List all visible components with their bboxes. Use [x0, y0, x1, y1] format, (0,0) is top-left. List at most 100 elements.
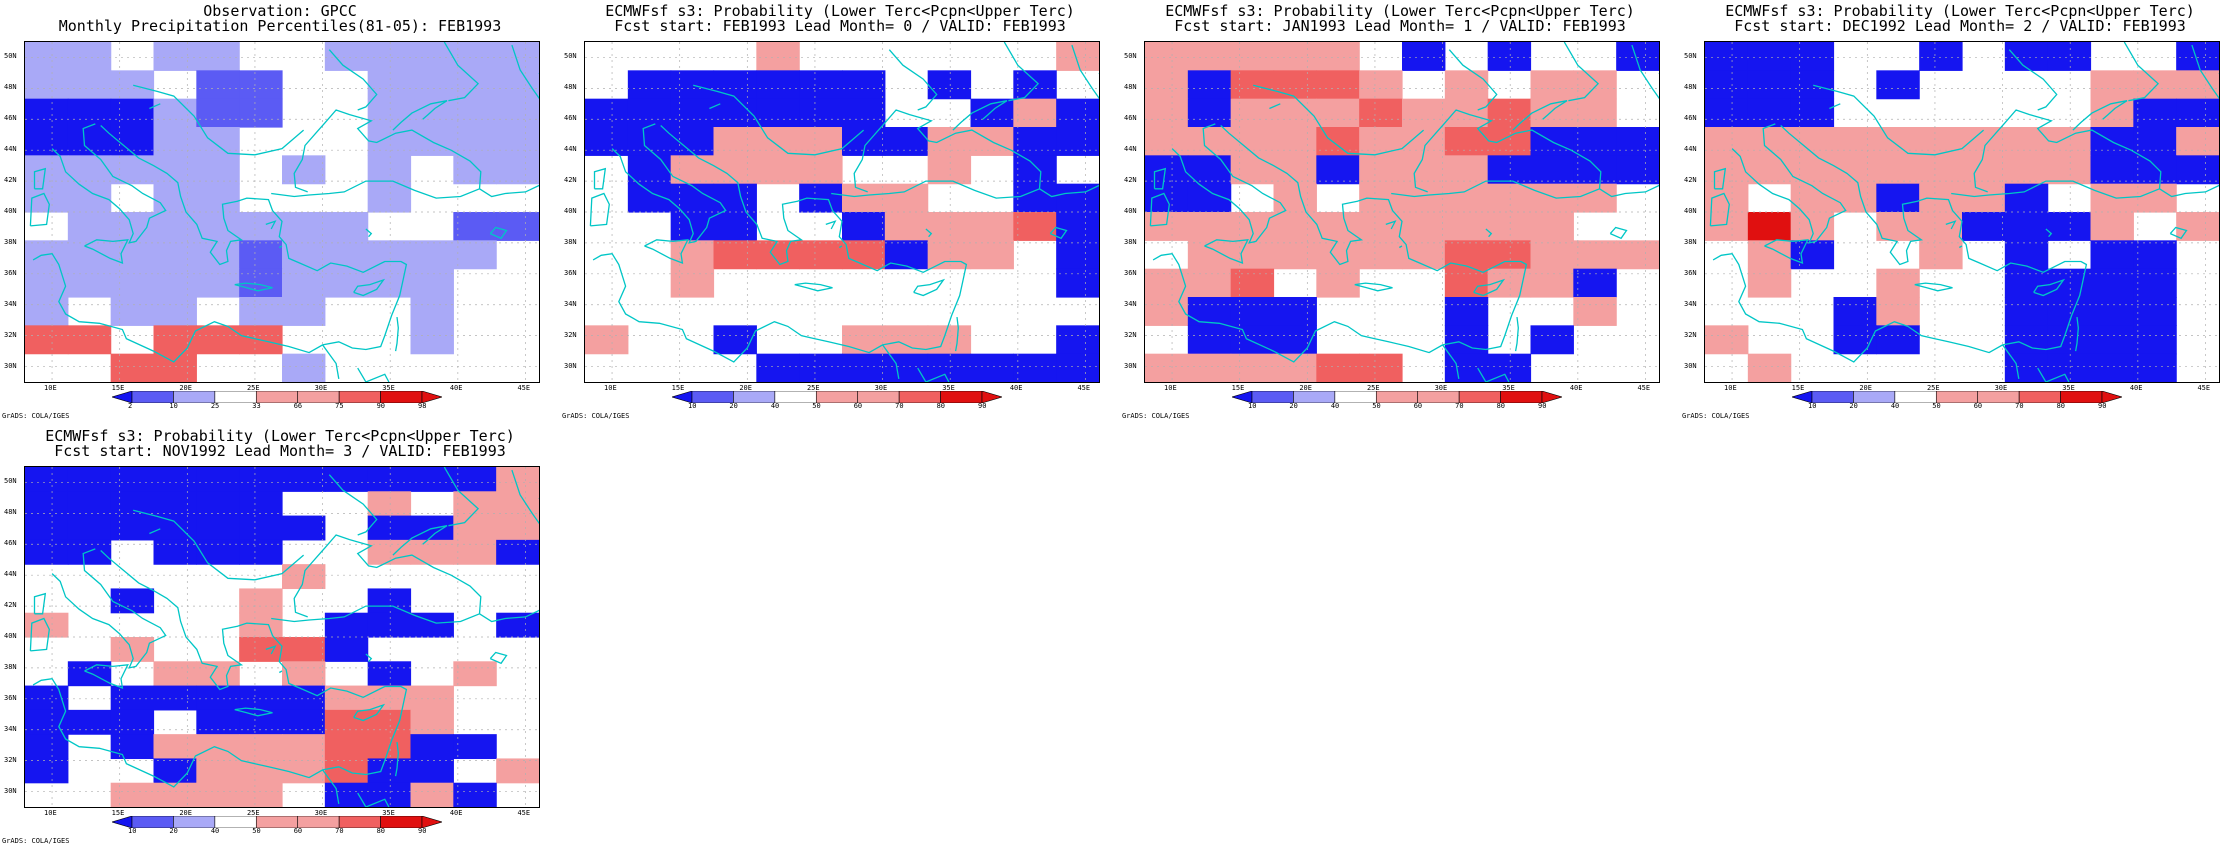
coastline — [882, 344, 900, 380]
grid-cell — [1444, 127, 1489, 156]
grid-cell — [1230, 70, 1275, 100]
lat-tick-label: 34N — [564, 299, 577, 308]
grid-cell — [25, 42, 69, 71]
grid-cell — [1487, 183, 1532, 213]
grid-cell — [713, 98, 757, 128]
grid-cell — [153, 42, 197, 71]
graticule — [25, 42, 539, 382]
coastline — [84, 239, 129, 264]
grid-cell — [67, 467, 112, 492]
grid-cell — [1573, 155, 1617, 185]
colorbar-segment — [774, 390, 817, 404]
grid-cell — [585, 127, 629, 156]
coastline — [1149, 192, 1170, 227]
coastline — [1442, 344, 1460, 380]
grid-cell — [1273, 297, 1317, 326]
grid-cell — [410, 709, 454, 735]
grid-cell — [367, 240, 412, 270]
grid-cell — [110, 268, 155, 298]
grid-cell — [110, 297, 155, 326]
grid-cell — [110, 353, 155, 382]
coastline — [271, 109, 482, 199]
grid-cell — [1487, 155, 1532, 185]
grid-cells — [585, 42, 1099, 382]
grid-cell — [1145, 297, 1189, 326]
lon-tick-label: 30E — [874, 384, 888, 392]
colorbar-tick-label: 10 — [1808, 402, 1817, 410]
grid-cell — [1833, 297, 1877, 326]
coastline — [511, 469, 539, 525]
grid-cell — [2133, 127, 2177, 156]
coastline — [593, 167, 607, 190]
grid-cell — [2004, 240, 2049, 270]
lon-tick-label: 15E — [1231, 384, 1245, 392]
lat-tick-label: 44N — [1124, 145, 1137, 154]
lon-tick-label: 30E — [1434, 384, 1448, 392]
colorbar-tick-label: 10 — [1248, 402, 1257, 410]
panel-title-line1: ECMWFsf s3: Probability (Lower Terc<Pcpn… — [605, 2, 1075, 20]
grid-cell — [2176, 155, 2219, 185]
grid-cell — [1273, 325, 1317, 355]
grid-cell — [2176, 42, 2219, 71]
map-svg — [25, 467, 539, 807]
grid-cell — [1359, 98, 1403, 128]
grid-cell — [2004, 127, 2049, 156]
grid-cell — [153, 353, 197, 382]
coastline — [1253, 84, 1425, 156]
grid-cell — [927, 155, 972, 185]
colorbar-segment — [1458, 390, 1501, 404]
grid-cell — [196, 685, 240, 711]
grid-cell — [1316, 268, 1360, 298]
coastline — [1829, 103, 1841, 110]
grid-cell — [627, 127, 672, 156]
lon-tick-label: 45E — [517, 809, 531, 817]
coastline — [32, 125, 408, 363]
grid-cell — [410, 325, 454, 355]
grid-cell — [496, 70, 539, 100]
grid-cell — [110, 685, 155, 711]
grid-cell — [2047, 212, 2092, 241]
colorbar-tick-label: 40 — [210, 827, 220, 835]
coastline — [1485, 228, 1493, 238]
colorbar-tick-label: 50 — [812, 402, 821, 410]
colorbar-tick-label: 10 — [688, 402, 697, 410]
grid-cell — [25, 734, 69, 760]
grid-cell — [67, 127, 112, 156]
grid-cell — [1530, 183, 1574, 213]
colorbar-segment — [380, 815, 423, 829]
grid-cell — [1230, 297, 1275, 326]
grid-cell — [196, 467, 240, 492]
grid-cell — [1616, 42, 1659, 71]
grid-cell — [842, 70, 886, 100]
coastline — [265, 645, 277, 655]
coastline — [322, 344, 340, 380]
coastline — [1398, 245, 1403, 249]
grid-cell — [1316, 70, 1360, 100]
grid-cell — [110, 491, 155, 517]
grid-cell — [25, 325, 69, 355]
grid-cell — [1402, 42, 1446, 71]
grid-cell — [1530, 70, 1574, 100]
grid-cell — [713, 240, 757, 270]
grid-cell — [2004, 155, 2049, 185]
coastline — [1049, 226, 1068, 240]
lat-tick-label: 42N — [564, 176, 577, 185]
grid-cell — [1487, 353, 1532, 382]
lat-tick-label: 32N — [1684, 330, 1697, 339]
grid-cell — [1919, 42, 1963, 71]
grid-cell — [1747, 353, 1792, 382]
coastline — [33, 592, 47, 615]
colorbar-right-arrow — [981, 390, 1004, 404]
grid-cell — [496, 98, 539, 128]
coastline — [2072, 100, 2128, 131]
lon-tick-label: 20E — [1859, 384, 1872, 392]
colorbar-segment — [1811, 390, 1854, 404]
grid-cell — [1833, 127, 1877, 156]
coastline — [365, 228, 373, 238]
grid-cell — [1876, 70, 1920, 100]
grid-cell — [1962, 183, 2006, 213]
grid-cell — [1230, 268, 1275, 298]
colorbar-segment — [815, 390, 859, 404]
grid-cell — [1013, 70, 1057, 100]
grid-cell — [153, 183, 197, 213]
